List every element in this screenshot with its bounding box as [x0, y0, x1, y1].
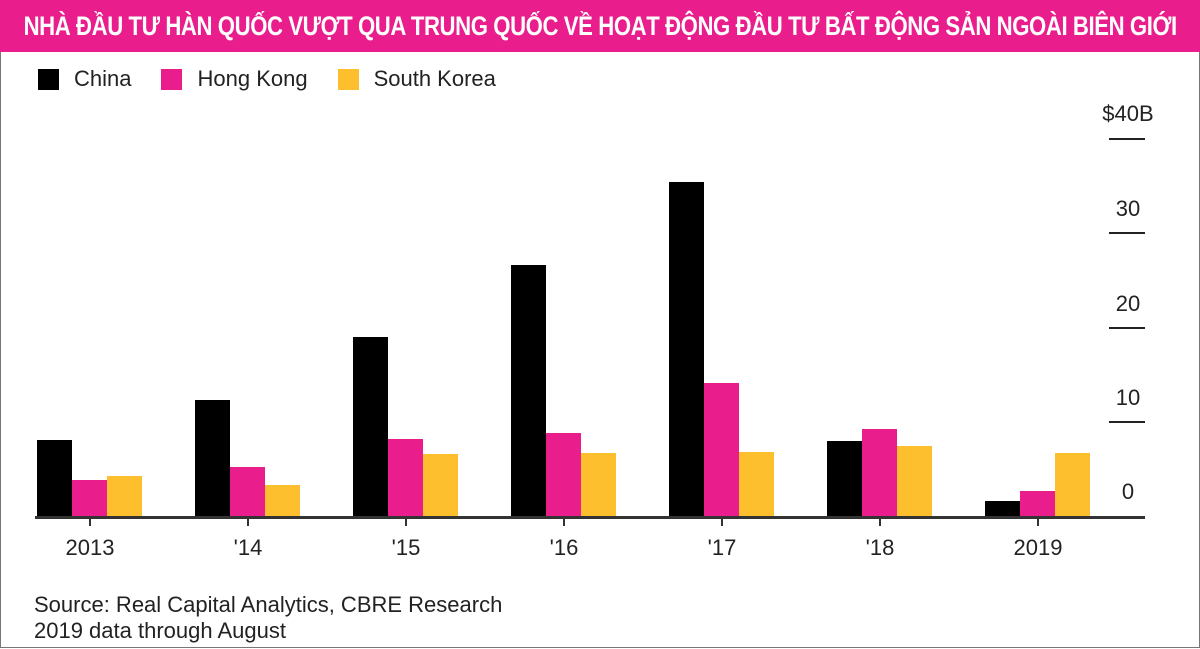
legend-item-hong-kong: Hong Kong — [161, 66, 308, 92]
legend-swatch-south-korea — [337, 68, 359, 90]
bar-south-korea — [1055, 453, 1090, 517]
bar-china — [37, 440, 72, 517]
x-axis-label: '15 — [391, 535, 421, 560]
legend-label: South Korea — [373, 66, 496, 91]
x-axis-tick — [563, 518, 565, 526]
chart-title: NHÀ ĐẦU TƯ HÀN QUỐC VƯỢT QUA TRUNG QUỐC … — [23, 10, 1177, 41]
x-axis-tick — [1037, 518, 1039, 526]
y-axis-tick — [1109, 327, 1145, 329]
legend-item-china: China — [38, 66, 131, 92]
bar-south-korea — [581, 453, 616, 517]
source-note: Source: Real Capital Analytics, CBRE Res… — [34, 592, 502, 644]
y-axis-tick — [1109, 138, 1145, 140]
bar-hong-kong — [388, 439, 423, 517]
legend-label: China — [74, 66, 132, 91]
bar-hong-kong — [72, 480, 107, 517]
x-axis-tick — [879, 518, 881, 526]
y-axis-label: $40B — [1102, 101, 1154, 126]
x-axis-tick — [721, 518, 723, 526]
bar-south-korea — [265, 485, 300, 517]
x-axis-tick — [89, 518, 91, 526]
bar-hong-kong — [1020, 491, 1055, 517]
bar-hong-kong — [862, 429, 897, 517]
bar-hong-kong — [704, 383, 739, 517]
bar-china — [511, 265, 546, 517]
x-axis-label: 2013 — [65, 535, 115, 560]
bar-south-korea — [897, 446, 932, 517]
x-axis-baseline — [35, 516, 1145, 519]
title-banner: NHÀ ĐẦU TƯ HÀN QUỐC VƯỢT QUA TRUNG QUỐC … — [0, 0, 1200, 52]
y-axis-tick — [1109, 232, 1145, 234]
y-axis-label: 20 — [1115, 291, 1141, 316]
y-axis-label: 30 — [1115, 196, 1141, 221]
legend-swatch-china — [38, 68, 59, 90]
legend-swatch-hong-kong — [161, 68, 183, 90]
legend: China Hong Kong South Korea — [38, 66, 526, 92]
y-axis-tick — [1109, 421, 1145, 423]
y-axis-label: 0 — [1121, 479, 1135, 504]
x-axis-label: '16 — [549, 535, 579, 560]
y-axis-label: 10 — [1115, 385, 1141, 410]
bar-china — [985, 501, 1020, 517]
x-axis-label: '14 — [233, 535, 263, 560]
bar-hong-kong — [546, 433, 581, 517]
legend-label: Hong Kong — [197, 66, 308, 91]
bar-south-korea — [107, 476, 142, 517]
bar-china — [669, 182, 704, 517]
legend-item-south-korea: South Korea — [337, 66, 496, 92]
bar-south-korea — [739, 452, 774, 517]
x-axis-label: '17 — [707, 535, 737, 560]
x-axis-label: '18 — [865, 535, 895, 560]
bar-china — [195, 400, 230, 517]
x-axis-label: 2019 — [1013, 535, 1063, 560]
x-axis-tick — [405, 518, 407, 526]
bar-south-korea — [423, 454, 458, 517]
source-text: Source: Real Capital Analytics, CBRE Res… — [34, 592, 503, 617]
bar-hong-kong — [230, 467, 265, 517]
bar-china — [353, 337, 388, 517]
x-axis-tick — [247, 518, 249, 526]
data-note: 2019 data through August — [34, 618, 286, 643]
bar-china — [827, 441, 862, 517]
